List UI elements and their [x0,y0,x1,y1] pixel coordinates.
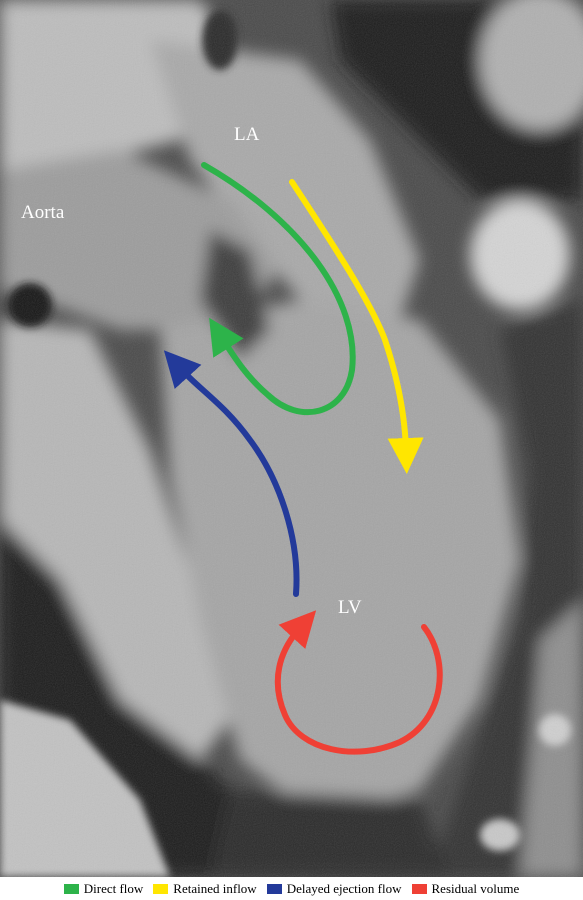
legend-swatch-residual-volume [411,883,427,894]
legend-item-direct-flow: Direct flow [63,880,144,897]
lv-label: LV [338,597,362,618]
legend-label-residual-volume: Residual volume [431,880,520,896]
legend: Direct flow Retained inflow Delayed ejec… [0,877,583,900]
retained-inflow-arrow [289,179,424,474]
legend-item-residual-volume: Residual volume [411,880,520,897]
legend-label-direct-flow: Direct flow [83,880,144,896]
legend-swatch-direct-flow [63,883,79,894]
mri-noise [0,0,583,877]
legend-label-delayed-ejection-flow: Delayed ejection flow [286,880,402,896]
cardiac-mri-image: LA Aorta LV [0,0,583,877]
residual-volume-arrow [274,610,443,755]
legend-item-retained-inflow: Retained inflow [153,880,257,897]
delayed-ejection-flow-arrow [163,350,300,597]
legend-swatch-delayed-ejection-flow [266,883,282,894]
legend-label-retained-inflow: Retained inflow [173,880,257,896]
legend-swatch-retained-inflow [153,883,169,894]
legend-item-delayed-ejection-flow: Delayed ejection flow [266,880,402,897]
aorta-label: Aorta [21,202,65,223]
la-label: LA [234,124,260,145]
direct-flow-arrow [201,162,356,416]
